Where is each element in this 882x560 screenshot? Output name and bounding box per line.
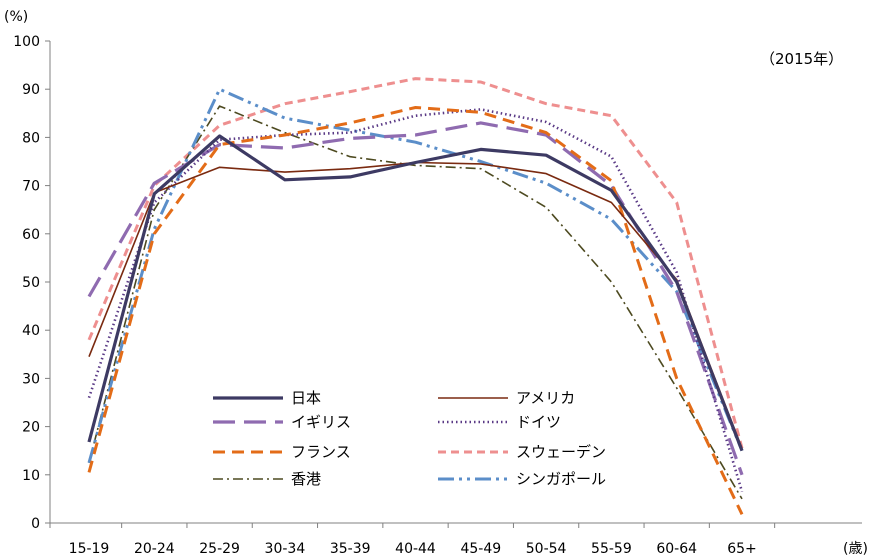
y-tick-label: 90 bbox=[22, 82, 40, 98]
series-line-1 bbox=[88, 161, 743, 449]
x-tick-label: 45-49 bbox=[460, 541, 501, 557]
legend-label-6: 香港 bbox=[291, 470, 321, 488]
x-tick-label: 65+ bbox=[727, 541, 757, 557]
legend-label-5: スウェーデン bbox=[516, 443, 606, 461]
series-line-6 bbox=[88, 105, 743, 500]
x-tick-label: 60-64 bbox=[656, 541, 697, 557]
series-line-4 bbox=[87, 106, 744, 515]
y-axis-unit-label: (%) bbox=[4, 9, 28, 25]
x-axis-unit-label: (歳) bbox=[843, 541, 868, 557]
x-tick-label: 35-39 bbox=[330, 541, 371, 557]
y-tick-label: 50 bbox=[22, 275, 40, 291]
x-tick-label: 25-29 bbox=[199, 541, 240, 557]
x-tick-label: 20-24 bbox=[134, 541, 175, 557]
series-line-3 bbox=[87, 108, 744, 493]
legend-label-0: 日本 bbox=[291, 389, 321, 407]
series-line-2 bbox=[87, 121, 744, 476]
x-tick-label: 40-44 bbox=[395, 541, 436, 557]
legend-label-4: フランス bbox=[291, 443, 351, 461]
legend-label-1: アメリカ bbox=[516, 389, 575, 407]
x-tick-label: 30-34 bbox=[265, 541, 306, 557]
axes: 0 10 20 30 40 50 60 70 80 90 100 15-19 20-24 25-29 30-… bbox=[13, 34, 862, 557]
y-tick-label: 20 bbox=[22, 420, 40, 436]
legend-label-7: シンガポール bbox=[516, 470, 606, 488]
year-annotation: （2015年） bbox=[760, 50, 843, 68]
y-tick-label: 10 bbox=[22, 468, 40, 484]
y-tick-label: 40 bbox=[22, 323, 40, 339]
legend-label-3: ドイツ bbox=[516, 413, 561, 431]
series-layer bbox=[87, 77, 744, 515]
y-tick-label: 30 bbox=[22, 371, 40, 387]
y-tick-label: 100 bbox=[13, 34, 40, 50]
y-tick-label: 70 bbox=[22, 179, 40, 195]
x-tick-label: 15-19 bbox=[69, 541, 110, 557]
x-tick-label: 50-54 bbox=[526, 541, 567, 557]
series-line-7 bbox=[87, 87, 744, 464]
y-tick-label: 80 bbox=[22, 130, 40, 146]
legend-label-2: イギリス bbox=[291, 413, 351, 431]
y-tick-label: 0 bbox=[31, 516, 40, 532]
x-tick-label: 55-59 bbox=[591, 541, 632, 557]
series-line-5 bbox=[87, 77, 744, 449]
y-tick-label: 60 bbox=[22, 227, 40, 243]
series-line-0 bbox=[87, 134, 744, 452]
